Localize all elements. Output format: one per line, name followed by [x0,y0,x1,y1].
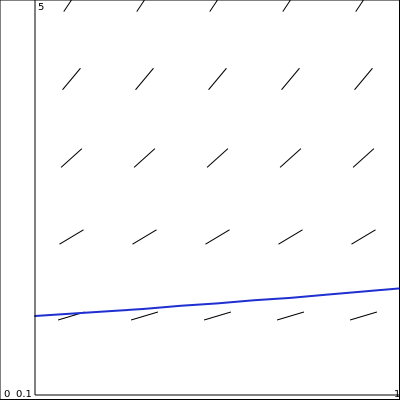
slope-segment [282,0,292,12]
slope-segment [276,311,305,321]
slope-segment [132,229,157,245]
slope-segment [135,67,154,91]
slope-segment [136,0,146,12]
slope-segment [206,148,229,168]
slope-segment [351,229,376,245]
slope-segment [281,67,300,91]
slope-segment [352,148,375,168]
series-layer [34,287,400,317]
x-tick-label-min: 0.1 [16,389,32,400]
slope-segment [59,229,84,245]
x-tick-label-max: 1 [394,389,400,400]
slope-segment [60,148,83,168]
slope-segment [278,229,303,245]
slope-field [57,0,378,321]
slope-segment [208,67,227,91]
origin-tick-label: 0 [4,389,10,400]
solution-curve [34,287,400,317]
slope-segment [62,67,81,91]
slope-segment [349,311,378,321]
slope-segment [209,0,219,12]
slope-segment [63,0,73,12]
slope-segment [205,229,230,245]
slope-segment [130,311,159,321]
slope-segment [203,311,232,321]
slope-segment [354,67,373,91]
slope-segment [279,148,302,168]
slope-segment [355,0,365,12]
slope-segment [133,148,156,168]
y-tick-label-max: 5 [38,2,44,13]
